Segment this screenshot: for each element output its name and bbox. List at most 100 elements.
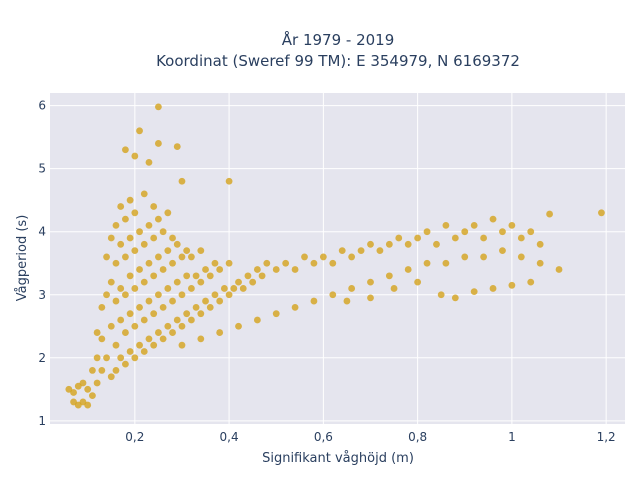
y-axis-title: Vågperiod (s) [15,215,30,302]
data-point [206,272,214,280]
data-point [310,297,318,305]
data-point [122,329,129,336]
data-point [126,310,134,318]
data-point [89,392,96,400]
data-point [155,103,162,111]
data-point [192,272,200,280]
data-point [423,228,431,236]
data-point [159,266,167,273]
data-point [178,177,186,185]
data-point [343,297,351,305]
data-point [282,259,290,267]
data-point [93,329,101,336]
data-point [155,140,162,147]
data-point [150,272,158,280]
x-tick-label: 0,6 [314,430,333,444]
x-tick-label: 1 [508,430,516,444]
data-point [183,272,191,280]
data-point [329,291,337,299]
data-point [112,297,120,305]
data-point [107,322,115,330]
data-point [253,316,261,324]
data-point [145,297,153,305]
data-point [187,316,195,324]
data-point [508,222,516,229]
data-point [159,228,167,236]
data-point [367,278,374,286]
data-point [112,367,120,374]
data-point [131,152,139,160]
data-point [98,303,106,311]
data-point [235,322,242,330]
data-point [367,240,374,248]
data-point [216,329,224,336]
data-point [225,291,233,299]
data-point [470,288,478,295]
data-point [253,266,261,273]
data-point [150,341,158,349]
data-point [173,278,181,286]
data-point [291,303,299,311]
data-point [536,259,544,267]
chart-title-line2: Koordinat (Sweref 99 TM): E 354979, N 61… [156,52,520,70]
data-point [169,259,176,267]
data-point [272,310,280,318]
data-point [136,341,143,349]
data-point [131,247,139,255]
data-point [155,253,162,261]
data-point [555,266,563,273]
data-point [291,266,299,273]
data-point [112,259,120,267]
data-point [117,240,125,248]
data-point [197,278,205,286]
data-point [470,222,478,229]
data-point [173,143,181,150]
data-point [98,367,106,374]
data-point [117,285,125,292]
data-point [140,316,148,324]
data-point [197,335,205,343]
data-point [310,259,318,267]
data-point [145,158,153,166]
data-point [145,259,153,267]
data-point [220,285,228,292]
x-tick-label: 0,8 [408,430,427,444]
data-point [216,297,224,305]
y-tick-label: 3 [38,288,46,302]
data-points [65,103,605,409]
data-point [126,348,134,355]
data-point [197,310,205,318]
data-point [235,278,242,286]
data-point [131,209,139,217]
x-tick-label: 0,2 [125,430,144,444]
data-point [173,316,181,324]
data-point [404,266,412,273]
data-point [385,272,393,280]
y-tick-label: 1 [38,414,46,428]
data-point [423,259,431,267]
data-point [414,278,422,286]
data-point [178,253,186,261]
data-point [159,303,167,311]
data-point [150,234,158,242]
data-point [126,196,134,204]
data-point [357,247,365,255]
data-point [140,190,148,198]
data-point [517,253,525,261]
data-point [178,291,186,299]
data-point [169,297,176,305]
data-point [489,215,497,223]
data-point [155,329,162,336]
data-point [442,259,450,267]
data-point [225,177,233,185]
data-point [155,215,162,223]
data-point [367,294,374,302]
data-point [442,222,450,229]
data-point [136,266,143,273]
data-point [239,285,247,292]
data-point [414,234,422,242]
data-point [136,303,143,311]
data-point [508,281,516,289]
data-point [122,215,129,223]
